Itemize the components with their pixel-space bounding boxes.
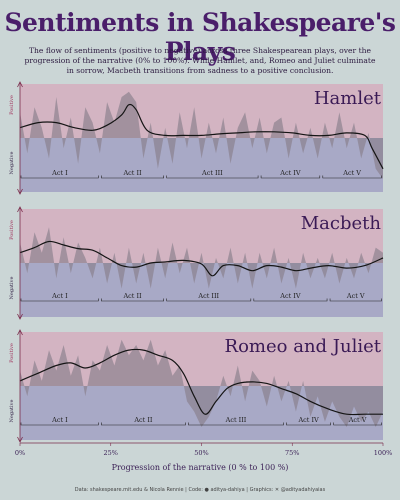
act-bracket (322, 175, 382, 179)
y-label-negative: Negative (9, 400, 15, 423)
act-label: Act I (51, 416, 68, 424)
act-bracket (260, 175, 321, 179)
act-bracket (20, 298, 99, 302)
credits-footer: Data: shakespeare.mit.edu & Nicola Renni… (74, 487, 326, 493)
x-tick-label: 25% (104, 449, 118, 457)
y-label-negative: Negative (9, 277, 15, 300)
act-label: Act V (346, 292, 365, 300)
sentiment-trend-line (19, 348, 383, 416)
x-tick-label: 0% (15, 449, 25, 457)
act-bracket (188, 422, 284, 426)
act-bracket (101, 175, 164, 179)
act-label: Act II (122, 169, 142, 177)
act-bracket (20, 422, 99, 426)
negative-band (20, 263, 383, 317)
x-tick-label: 75% (285, 449, 299, 457)
sentiment-trend-line (19, 240, 384, 277)
act-label: Act II (133, 416, 153, 424)
y-axis-arrow-up (17, 206, 23, 213)
y-axis-arrow-down (17, 436, 23, 443)
x-axis-title: Progression of the narrative (0 % to 100… (112, 463, 289, 472)
sentiment-area (20, 227, 383, 289)
sentiment-area (20, 91, 383, 179)
act-label: Act IV (279, 169, 301, 177)
act-bracket (333, 422, 382, 426)
play-title: Macbeth (301, 213, 382, 234)
act-label: Act II (122, 292, 142, 300)
act-bracket (166, 175, 259, 179)
play-title: Hamlet (314, 88, 382, 109)
sentiment-trend-line (19, 103, 384, 170)
y-axis-arrow-down (17, 313, 23, 320)
act-label: Act V (342, 169, 361, 177)
sentiment-area (20, 339, 383, 427)
y-label-positive: Positive (9, 95, 15, 115)
act-bracket (20, 175, 99, 179)
act-label: Act III (201, 169, 223, 177)
act-bracket (101, 422, 186, 426)
act-label: Act IV (279, 292, 301, 300)
act-label: Act I (51, 292, 68, 300)
y-axis-arrow-up (17, 81, 23, 88)
act-bracket (286, 422, 331, 426)
y-axis-arrow-up (17, 329, 23, 336)
x-tick-label: 50% (194, 449, 208, 457)
act-label: Act III (197, 292, 219, 300)
y-label-positive: Positive (9, 343, 15, 363)
act-label: Act V (348, 416, 367, 424)
act-bracket (329, 298, 382, 302)
x-tick-label: 100% (374, 449, 393, 457)
act-bracket (166, 298, 252, 302)
play-title: Romeo and Juliet (225, 336, 382, 357)
act-label: Act IV (297, 416, 319, 424)
act-bracket (101, 298, 164, 302)
y-axis-arrow-down (17, 188, 23, 195)
y-label-positive: Positive (9, 220, 15, 240)
y-label-negative: Negative (9, 152, 15, 175)
chart-title: Sentiments in Shakespeare's Plays (4, 8, 396, 66)
chart-subtitle: The flow of sentiments (positive to nega… (24, 46, 376, 75)
act-label: Act III (225, 416, 247, 424)
act-label: Act I (51, 169, 68, 177)
act-bracket (253, 298, 328, 302)
